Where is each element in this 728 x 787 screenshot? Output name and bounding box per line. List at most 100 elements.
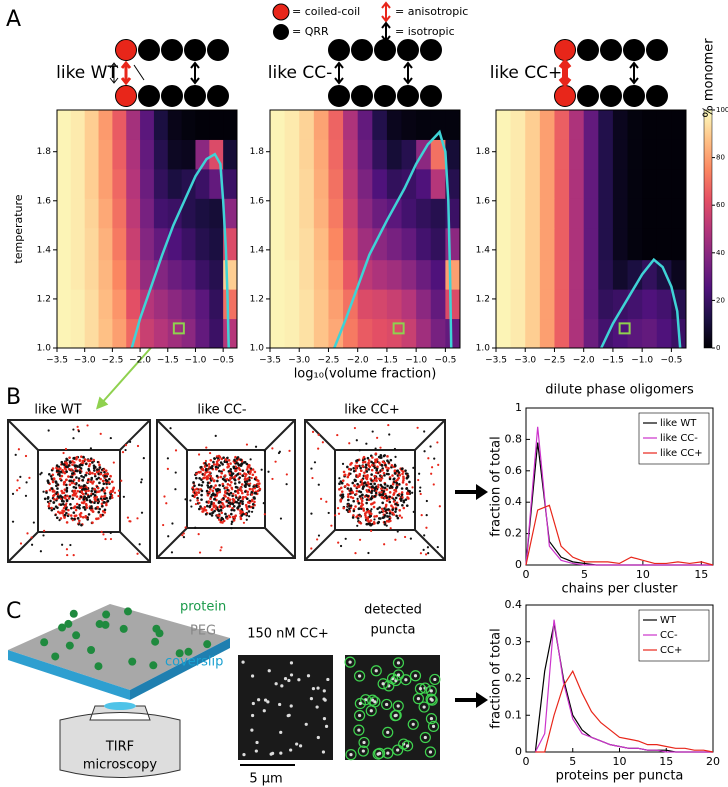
particle — [377, 483, 380, 486]
colorbar-tick-label: 60 — [716, 201, 725, 209]
particle — [395, 469, 399, 473]
punctum — [255, 740, 259, 745]
detection — [383, 680, 395, 692]
particle — [356, 517, 360, 520]
particle — [208, 471, 212, 474]
particle — [317, 433, 320, 436]
heat-cell — [445, 227, 461, 261]
punctum — [316, 735, 320, 740]
detection — [353, 670, 366, 682]
heat-cell — [140, 110, 155, 140]
box-wire — [156, 419, 296, 559]
heat-cell — [313, 139, 329, 170]
particle — [103, 470, 106, 474]
particle — [370, 468, 374, 472]
heat-cell — [357, 198, 373, 229]
particle — [46, 497, 50, 500]
particle — [98, 463, 101, 467]
particle — [65, 465, 68, 468]
heat-cell — [656, 289, 672, 320]
particle — [75, 455, 79, 459]
heat-cell — [569, 227, 585, 261]
particle — [229, 468, 233, 471]
particle — [400, 493, 404, 496]
particle — [392, 491, 396, 495]
particle — [248, 484, 251, 487]
heat-cell — [496, 168, 512, 199]
particle — [383, 461, 387, 465]
particle — [47, 429, 50, 432]
detection — [374, 747, 386, 759]
particle — [358, 538, 362, 541]
particle — [367, 551, 370, 555]
y-tick-label: 0.6 — [505, 464, 523, 477]
particle — [48, 488, 52, 492]
monomer — [397, 85, 419, 107]
particle — [104, 469, 108, 472]
heat-cell — [209, 289, 224, 320]
particle — [380, 507, 384, 511]
particle — [367, 468, 371, 471]
particle — [221, 521, 224, 524]
particle — [210, 500, 213, 504]
particle — [227, 470, 231, 473]
particle — [65, 502, 68, 505]
key-label: = anisotropic — [395, 5, 468, 18]
detection — [392, 669, 405, 681]
particle — [384, 505, 388, 508]
monomer — [161, 39, 183, 61]
particle — [411, 491, 414, 494]
heat-cell — [328, 168, 344, 199]
particle — [245, 443, 249, 446]
particle — [383, 486, 387, 490]
particle — [342, 506, 346, 510]
particle — [379, 454, 383, 457]
punctum — [393, 714, 397, 718]
heat-cell — [57, 110, 72, 140]
particle — [350, 461, 353, 465]
heat-cell — [195, 139, 210, 170]
punctum — [423, 735, 427, 740]
particle — [355, 493, 358, 496]
particle — [103, 474, 107, 478]
particle — [103, 492, 107, 495]
particle — [58, 511, 62, 515]
particle — [285, 483, 288, 486]
particle — [99, 513, 103, 517]
particle — [245, 468, 249, 471]
particle — [52, 501, 56, 504]
schematic — [554, 39, 668, 107]
particle — [79, 515, 83, 518]
particle — [382, 454, 386, 458]
particle — [418, 472, 421, 475]
punctum — [431, 724, 436, 729]
particle — [247, 505, 251, 508]
particle — [245, 518, 248, 521]
particle — [244, 482, 248, 486]
particle — [370, 508, 373, 511]
particle — [363, 471, 366, 474]
particle — [339, 480, 343, 483]
particle — [380, 487, 383, 490]
particle — [81, 461, 85, 465]
heat-cell — [372, 227, 388, 261]
particle — [350, 491, 353, 494]
particle — [372, 521, 376, 524]
particle — [362, 457, 365, 460]
particle — [91, 471, 94, 475]
detection — [344, 656, 356, 668]
particle — [220, 516, 224, 520]
y-tick-label: 1.4 — [250, 245, 265, 255]
particle — [370, 529, 373, 532]
particle — [337, 512, 341, 515]
punctum — [349, 753, 353, 757]
heat-cell — [313, 259, 329, 290]
heat-cell — [167, 110, 183, 140]
particle — [359, 466, 363, 470]
punctum — [433, 677, 437, 682]
particle — [406, 491, 409, 495]
protein-sphere — [155, 629, 164, 638]
x-tick-label: 0 — [523, 568, 530, 581]
heat-cell — [70, 227, 86, 261]
heat-cell — [299, 289, 315, 320]
